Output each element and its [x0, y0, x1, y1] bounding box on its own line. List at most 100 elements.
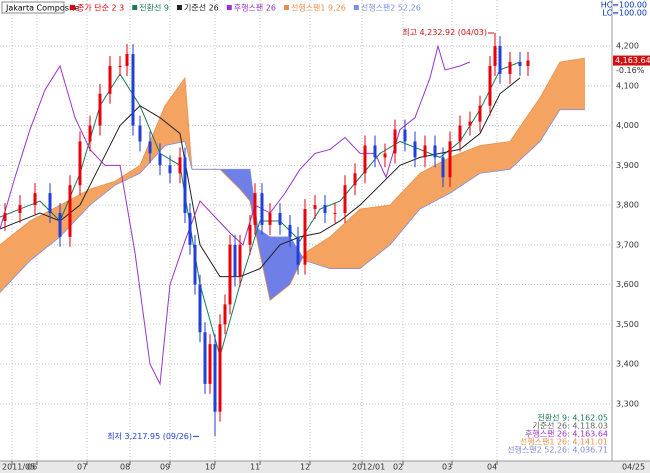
x-tick-label: 02 — [393, 463, 403, 472]
x-tick-label: 09 — [160, 463, 170, 472]
candle-body — [303, 209, 307, 265]
candle-body — [138, 125, 142, 142]
candle-body — [208, 344, 212, 384]
candle-body — [48, 193, 52, 214]
cloud-segment — [540, 61, 560, 142]
candle-body — [118, 65, 122, 67]
x-tick-label: 03 — [442, 463, 452, 472]
candle-body — [218, 324, 222, 412]
candle-body — [488, 65, 492, 106]
candle-body — [168, 165, 172, 174]
cloud-segment — [140, 105, 165, 174]
candle-body — [313, 205, 317, 210]
candle-body — [178, 157, 182, 174]
legend-label: 후행스팬 26 — [234, 3, 276, 13]
legend-swatch — [132, 5, 138, 10]
max-note: 최고 4,232.92 (04/03) — [402, 27, 487, 37]
candle-body — [508, 61, 512, 74]
last-price-label: 4,163.64 — [615, 56, 650, 65]
last-change-label: -0.16% — [616, 66, 645, 75]
candle-body — [268, 213, 272, 225]
y-tick-label: 4,000 — [616, 121, 639, 130]
candle-body — [238, 244, 242, 277]
candle-body — [278, 213, 282, 225]
y-tick-label: 4,200 — [616, 42, 639, 51]
legend-label: 선행스팬2 52,26 — [361, 3, 421, 13]
title-box — [1, 1, 65, 14]
cloud-segment — [480, 141, 510, 174]
candle-body — [373, 145, 377, 158]
x-axis-end-label: 04/25 — [622, 463, 645, 472]
candle-body — [18, 205, 22, 214]
x-tick-label: 08 — [120, 463, 130, 472]
candle-body — [403, 129, 407, 142]
cloud-segment — [510, 97, 540, 170]
hc-label: HC=100.00 — [601, 1, 647, 10]
candle-body — [458, 125, 462, 142]
candle-body — [343, 185, 347, 214]
candle-body — [78, 141, 82, 186]
candle-body — [423, 145, 427, 158]
candle-body — [223, 304, 227, 325]
x-tick-label: 07 — [77, 463, 87, 472]
candle-body — [296, 236, 300, 265]
candle-body — [233, 244, 237, 277]
x-tick-label: 10 — [205, 463, 215, 472]
info-text: 선행스팬2 52,26: 4,036.71 — [507, 445, 608, 455]
candle-body — [393, 129, 397, 154]
indicator-line — [0, 77, 521, 278]
candle-body — [413, 141, 417, 158]
legend-swatch — [176, 5, 182, 10]
candle-body — [518, 61, 522, 66]
candle-body — [33, 193, 37, 206]
candle-body — [526, 60, 530, 66]
candle-body — [158, 153, 162, 166]
cloud-segment — [450, 145, 480, 194]
y-tick-label: 3,800 — [616, 201, 639, 210]
candle-body — [193, 244, 197, 285]
candle-body — [3, 213, 7, 221]
candle-body — [260, 193, 264, 225]
candle-body — [198, 284, 202, 333]
candle-body — [333, 213, 337, 215]
info-text: 선행스팬1 26: 4,141.01 — [520, 437, 608, 447]
x-axis-band — [0, 461, 650, 473]
cloud-edge — [0, 57, 586, 302]
cloud-segment — [305, 236, 330, 269]
candle-body — [448, 141, 452, 178]
x-tick-label: 06 — [27, 463, 37, 472]
legend-swatch — [226, 5, 232, 10]
candle-body — [188, 213, 192, 245]
candle-body — [253, 193, 257, 225]
candle-body — [248, 224, 252, 245]
legend-label: 전환선 9 — [139, 3, 169, 13]
candle-body — [183, 157, 187, 214]
cloud-segment — [30, 205, 60, 261]
cloud-segment — [258, 228, 270, 301]
candle-body — [228, 244, 232, 305]
legend-label: 선행스팬1 9,26 — [291, 3, 346, 13]
candle-body — [213, 344, 217, 412]
cloud-segment — [270, 236, 290, 301]
cloud-segment — [330, 209, 360, 269]
cloud-segment — [560, 58, 585, 110]
candle-body — [493, 46, 497, 66]
legend-swatch — [70, 5, 75, 10]
cloud-edge — [0, 109, 585, 293]
candle-body — [88, 125, 92, 142]
y-tick-label: 3,300 — [616, 399, 639, 408]
candle-body — [98, 93, 102, 126]
candle-body — [383, 153, 387, 158]
candle-body — [58, 213, 62, 237]
cloud-segment — [0, 220, 30, 293]
x-tick-label: 12 — [300, 463, 310, 472]
x-tick-label: 2012/01 — [352, 463, 385, 472]
cloud-segment — [165, 77, 185, 146]
y-tick-label: 3,600 — [616, 280, 639, 289]
y-tick-label: 3,900 — [616, 161, 639, 170]
y-tick-label: 4,100 — [616, 81, 639, 90]
x-tick-label: 2011/05 — [2, 463, 35, 472]
legend-label: 기준선 26 — [184, 4, 219, 13]
